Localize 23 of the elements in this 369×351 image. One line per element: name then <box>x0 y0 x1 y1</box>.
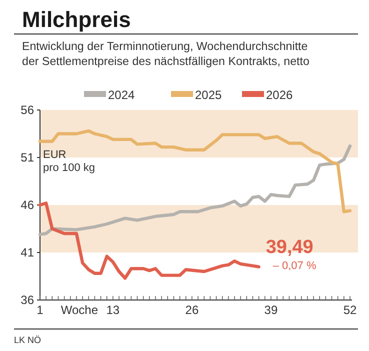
chart-subtitle: Entwicklung der Terminnotierung, Wochendurchschnitte der Settlementpreise des nächstfälligen Kontrakts, netto <box>22 40 310 68</box>
line-series <box>38 202 260 280</box>
y-axis-title: EUR pro 100 kg <box>43 149 95 174</box>
x-tick-label: 52 <box>343 303 357 317</box>
line-series <box>38 144 352 236</box>
x-tick-label: 1 <box>36 303 44 317</box>
legend-label: 2024 <box>108 88 136 102</box>
y-tick-label: 56 <box>20 103 34 117</box>
chart-title: Milchpreis <box>22 7 131 32</box>
annotation: 39,49 <box>266 236 314 258</box>
y-tick-label: 46 <box>20 198 34 212</box>
text: LK NÖ <box>14 335 42 345</box>
legend-label: 2025 <box>195 88 222 102</box>
y-tick-label: 36 <box>20 293 34 307</box>
x-tick-label: 13 <box>106 303 120 317</box>
y-tick-label: 41 <box>20 246 34 260</box>
x-tick-label: 26 <box>185 303 199 317</box>
legend-label: 2026 <box>266 88 294 102</box>
line-series <box>38 129 352 214</box>
x-axis-title: Woche <box>60 303 98 317</box>
annotation: – 0,07 % <box>272 260 316 272</box>
x-tick-label: 39 <box>264 303 278 317</box>
y-tick-label: 51 <box>20 150 34 164</box>
